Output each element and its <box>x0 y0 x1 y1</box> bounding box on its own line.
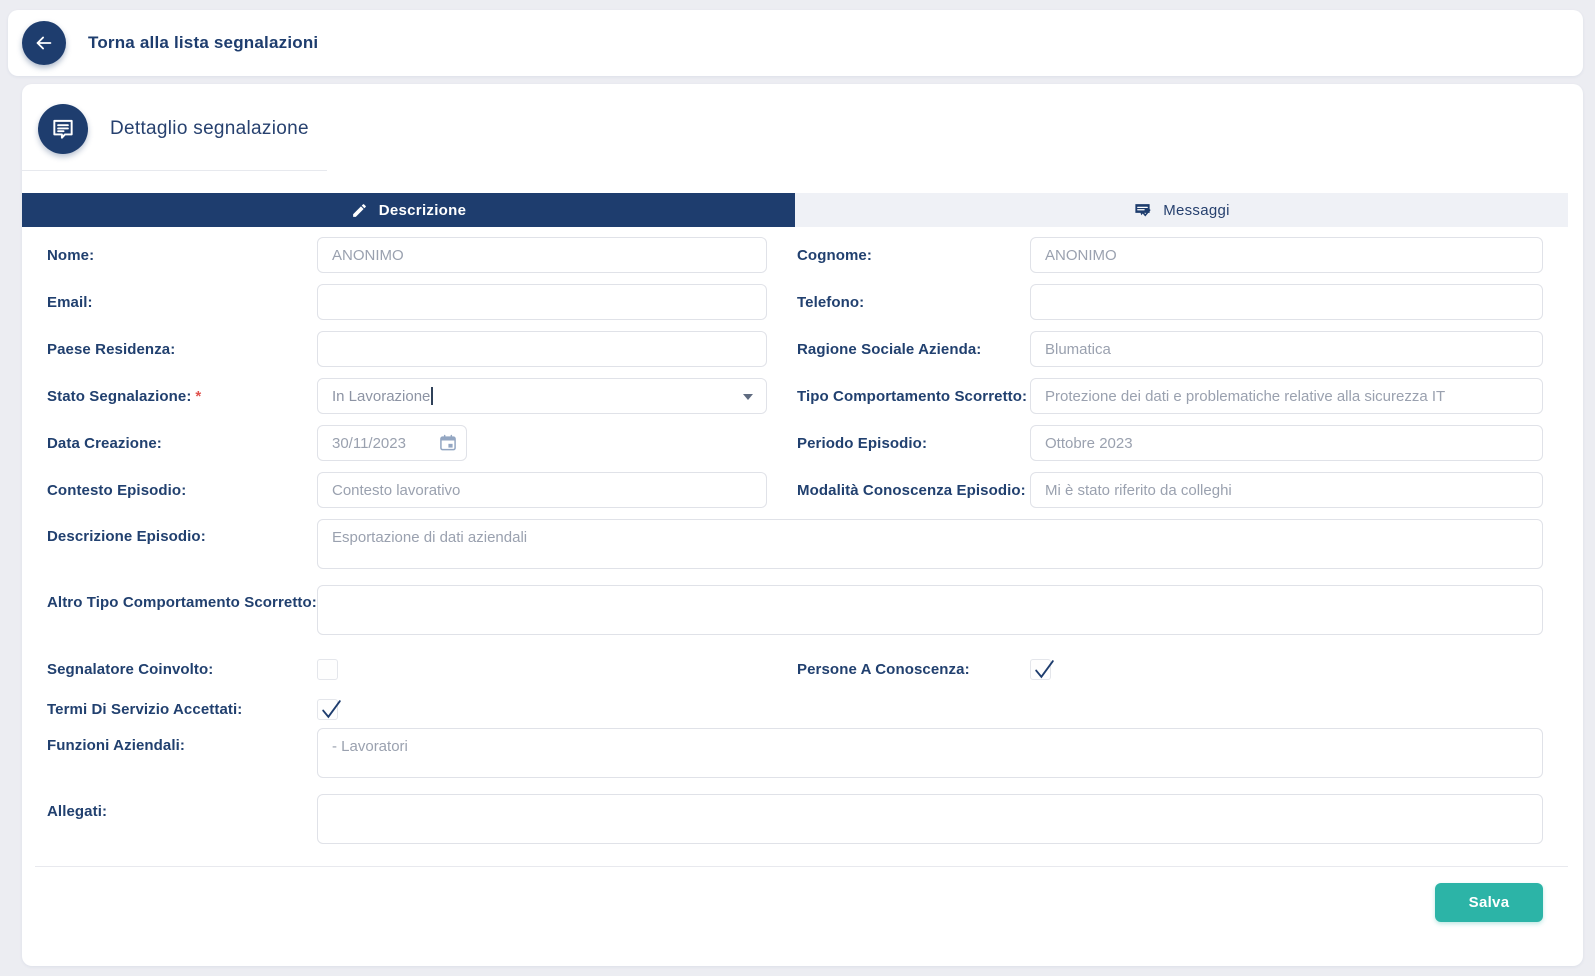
email-label: Email: <box>47 293 93 311</box>
altro-tipo-comportamento-scorretto-label: Altro Tipo Comportamento Scorretto: <box>47 594 317 611</box>
form-row: Altro Tipo Comportamento Scorretto: <box>47 585 1543 640</box>
detail-card: Dettaglio segnalazione Descrizione Messa… <box>22 84 1583 966</box>
header-divider <box>22 170 327 171</box>
ragione-sociale-azienda-label: Ragione Sociale Azienda: <box>797 340 982 358</box>
telefono-label: Telefono: <box>797 293 865 311</box>
back-bar: Torna alla lista segnalazioni <box>8 10 1583 76</box>
form-row: Contesto Episodio: Modalità Conoscenza E… <box>47 472 1543 508</box>
paese-residenza-label: Paese Residenza: <box>47 340 176 358</box>
funzioni-aziendali-textarea[interactable]: - Lavoratori <box>317 728 1543 778</box>
periodo-episodio-input[interactable] <box>1030 425 1543 461</box>
allegati-label: Allegati: <box>47 803 108 820</box>
form-row: Paese Residenza: Ragione Sociale Azienda… <box>47 331 1543 367</box>
allegati-textarea[interactable] <box>317 794 1543 844</box>
ragione-sociale-azienda-input[interactable] <box>1030 331 1543 367</box>
persone-a-conoscenza-label: Persone A Conoscenza: <box>797 661 970 678</box>
stato-segnalazione-select[interactable]: In Lavorazione <box>317 378 767 414</box>
message-check-icon <box>1133 201 1152 220</box>
tab-messaggi-label: Messaggi <box>1163 201 1230 219</box>
stato-segnalazione-value: In Lavorazione <box>332 387 431 405</box>
form-row: Data Creazione: Periodo Episodio: <box>47 425 1543 461</box>
text-cursor <box>431 387 433 405</box>
back-button[interactable] <box>22 21 66 65</box>
email-input[interactable] <box>317 284 767 320</box>
segnalatore-coinvolto-label: Segnalatore Coinvolto: <box>47 661 214 678</box>
termini-di-servizio-accettati-label: Termi Di Servizio Accettati: <box>47 701 243 718</box>
termini-di-servizio-accettati-checkbox[interactable] <box>317 699 341 720</box>
tipo-comportamento-scorretto-input[interactable] <box>1030 378 1543 414</box>
tipo-comportamento-scorretto-label: Tipo Comportamento Scorretto: <box>797 387 1028 405</box>
detail-form: Nome: Cognome: Email: Telefono: Paese Re… <box>22 227 1583 849</box>
chevron-down-icon <box>743 394 753 400</box>
page-title: Dettaglio segnalazione <box>110 118 309 139</box>
save-button[interactable]: Salva <box>1435 883 1543 922</box>
descrizione-episodio-label: Descrizione Episodio: <box>47 528 206 545</box>
message-detail-icon <box>38 104 88 154</box>
persone-a-conoscenza-checkbox[interactable] <box>1030 659 1054 680</box>
descrizione-episodio-textarea[interactable]: Esportazione di dati aziendali <box>317 519 1543 569</box>
data-creazione-label: Data Creazione: <box>47 434 162 452</box>
form-row: Email: Telefono: <box>47 284 1543 320</box>
form-row: Termi Di Servizio Accettati: <box>47 699 1543 720</box>
tab-bar: Descrizione Messaggi <box>22 193 1568 227</box>
tab-messaggi[interactable]: Messaggi <box>795 193 1568 227</box>
telefono-input[interactable] <box>1030 284 1543 320</box>
form-row: Stato Segnalazione: * In Lavorazione Tipo… <box>47 378 1543 414</box>
nome-label: Nome: <box>47 246 95 264</box>
cognome-input[interactable] <box>1030 237 1543 273</box>
contesto-episodio-input[interactable] <box>317 472 767 508</box>
funzioni-aziendali-label: Funzioni Aziendali: <box>47 737 185 754</box>
modalita-conoscenza-episodio-label: Modalità Conoscenza Episodio: <box>797 481 1026 499</box>
form-row: Descrizione Episodio: Esportazione di da… <box>47 519 1543 574</box>
nome-input[interactable] <box>317 237 767 273</box>
periodo-episodio-label: Periodo Episodio: <box>797 434 928 452</box>
form-row: Allegati: <box>47 794 1543 849</box>
paese-residenza-input[interactable] <box>317 331 767 367</box>
tab-descrizione-label: Descrizione <box>378 201 467 219</box>
form-row: Segnalatore Coinvolto: Persone A Conosce… <box>47 659 1543 680</box>
stato-segnalazione-label: Stato Segnalazione: * <box>47 387 202 405</box>
arrow-left-icon <box>33 32 55 54</box>
required-asterisk: * <box>195 387 202 405</box>
contesto-episodio-label: Contesto Episodio: <box>47 481 187 499</box>
card-footer: Salva <box>35 866 1568 966</box>
segnalatore-coinvolto-checkbox[interactable] <box>317 659 338 680</box>
tab-descrizione[interactable]: Descrizione <box>22 193 795 227</box>
calendar-icon[interactable] <box>438 433 458 458</box>
cognome-label: Cognome: <box>797 246 872 264</box>
data-creazione-input[interactable] <box>317 425 467 461</box>
form-row: Nome: Cognome: <box>47 237 1543 273</box>
form-row: Funzioni Aziendali: - Lavoratori <box>47 728 1543 783</box>
pencil-icon <box>351 202 368 219</box>
modalita-conoscenza-episodio-input[interactable] <box>1030 472 1543 508</box>
back-bar-label[interactable]: Torna alla lista segnalazioni <box>88 33 319 52</box>
card-header: Dettaglio segnalazione <box>22 84 1583 170</box>
altro-tipo-comportamento-scorretto-textarea[interactable] <box>317 585 1543 635</box>
data-creazione-datepicker <box>317 425 467 461</box>
